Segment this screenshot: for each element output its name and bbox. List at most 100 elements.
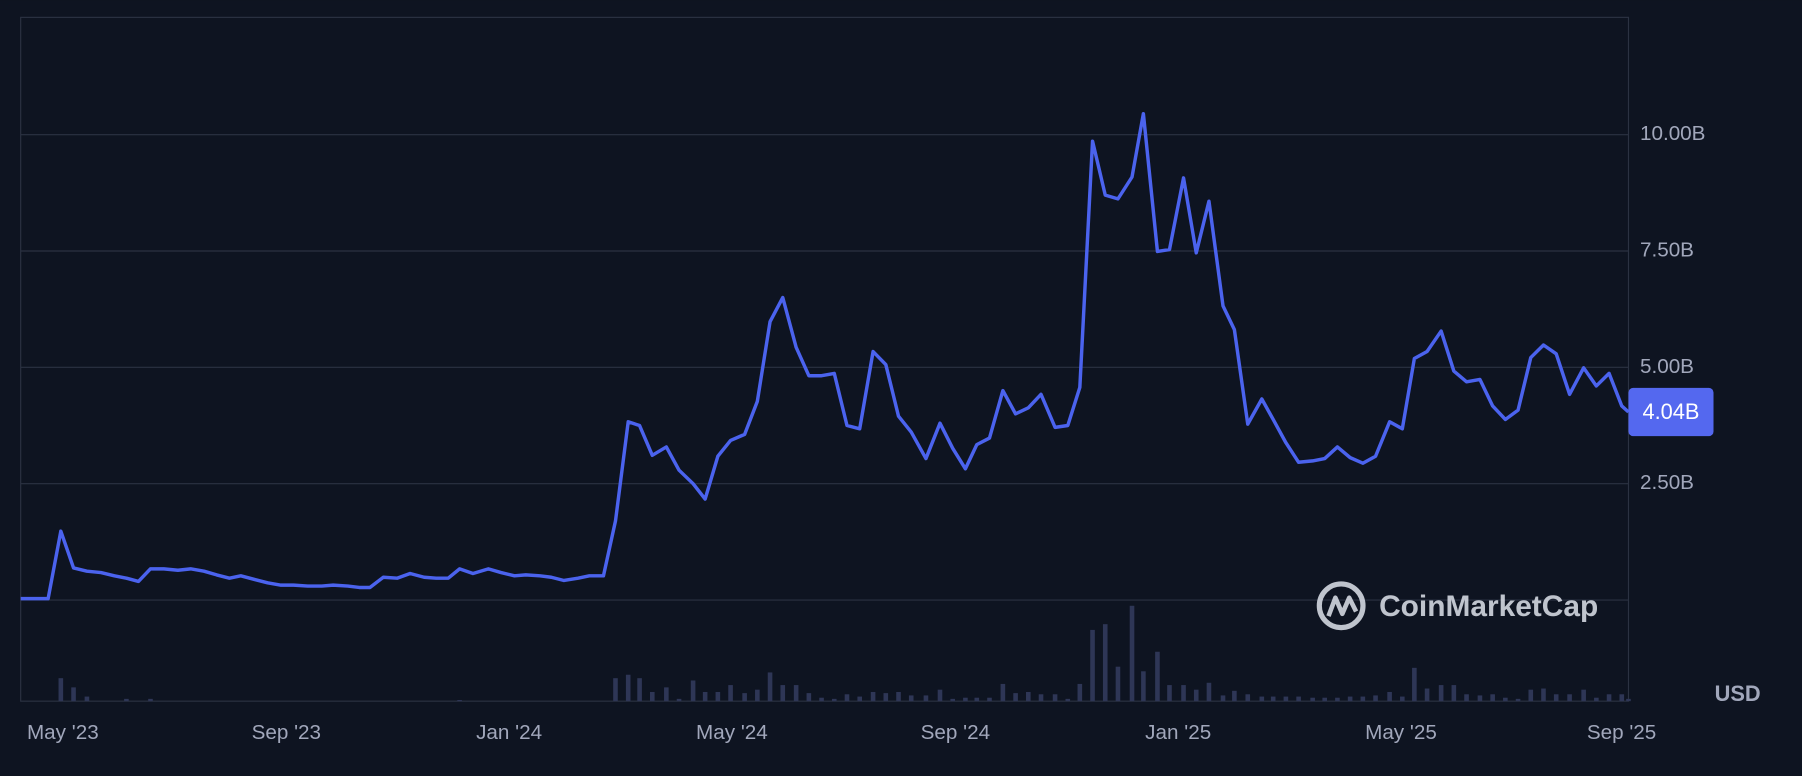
volume-bar: [1412, 667, 1417, 702]
y-tick-label: 7.50B: [1640, 238, 1694, 261]
volume-bar: [806, 693, 812, 702]
x-tick-label: Jan '24: [476, 721, 542, 744]
volume-bar: [649, 691, 655, 702]
volume-bar: [870, 691, 876, 702]
volume-bar: [84, 696, 90, 702]
volume-bar: [676, 698, 682, 702]
volume-bar: [148, 698, 153, 702]
volume-bar: [1451, 685, 1457, 702]
last-value-badge: [1628, 387, 1714, 437]
volume-bar: [1503, 697, 1508, 702]
volume-bar: [1038, 694, 1044, 702]
volume-bar: [780, 685, 786, 702]
volume-bar: [1141, 671, 1146, 702]
logo-mark: [1326, 595, 1359, 617]
y-tick-label: 5.00B: [1640, 355, 1694, 378]
x-tick-label: Sep '24: [921, 721, 990, 744]
logo-icon: [1316, 581, 1366, 631]
price-line: [20, 111, 1630, 601]
volume-bar: [1400, 696, 1405, 702]
volume-bar: [987, 697, 992, 702]
volume-bar: [1296, 696, 1301, 702]
volume-bar: [1232, 690, 1237, 702]
volume-bar: [702, 691, 708, 702]
volume-bar: [124, 698, 129, 702]
volume-bar: [1193, 689, 1199, 702]
volume-bar: [1206, 682, 1212, 702]
volume-bar: [1490, 694, 1495, 702]
volume-bar: [1245, 694, 1251, 702]
volume-bar: [1000, 683, 1006, 702]
volume-bar: [908, 695, 914, 702]
volume-bar: [1052, 694, 1058, 702]
x-tick-label: May '25: [1365, 721, 1437, 744]
volume-bar: [1115, 666, 1121, 702]
volume-bar: [1528, 689, 1534, 702]
volume-bar: [1581, 689, 1586, 702]
volume-bar: [1335, 697, 1340, 702]
volume-bar: [831, 698, 837, 702]
volume-bar: [767, 672, 773, 702]
volume-bar: [1283, 696, 1289, 702]
y-tick-label: 10.00B: [1640, 122, 1706, 145]
volume-bar: [1065, 698, 1071, 702]
x-tick-label: May '24: [696, 721, 768, 744]
volume-bar: [923, 695, 929, 702]
x-tick-label: Sep '25: [1587, 721, 1656, 744]
volume-bar: [71, 687, 76, 702]
volume-bar: [1594, 697, 1599, 702]
volume-bar: [1220, 695, 1226, 702]
watermark: CoinMarketCap: [1316, 581, 1598, 631]
volume-bar: [1553, 694, 1559, 702]
volume-bar: [1387, 691, 1392, 702]
volume-bar: [1464, 694, 1469, 702]
volume-bar: [1129, 605, 1135, 702]
volume-bar: [857, 696, 863, 702]
volume-bar: [742, 693, 747, 702]
volume-bar: [963, 697, 968, 702]
volume-bar: [1541, 688, 1546, 702]
y-tick-label: 2.50B: [1640, 471, 1694, 494]
volume-bar: [1322, 697, 1328, 702]
volume-bar: [1102, 624, 1108, 702]
volume-bar: [896, 691, 901, 702]
last-value-label: 4.04B: [1642, 399, 1699, 424]
volume-bar: [1626, 698, 1631, 702]
volume-bar: [1477, 695, 1483, 702]
volume-bar: [664, 687, 669, 702]
volume-bar: [1167, 685, 1172, 702]
volume-bar: [1013, 693, 1018, 702]
volume-bar: [755, 689, 760, 702]
volume-bar: [1077, 683, 1083, 702]
volume-bar: [1181, 685, 1186, 702]
volume-bar: [1567, 694, 1572, 702]
volume-bar: [1270, 696, 1276, 702]
volume-bar: [793, 685, 799, 702]
volume-bar: [883, 693, 889, 702]
volume-bar: [1424, 688, 1430, 702]
volume-bar: [819, 697, 824, 702]
volume-bar: [1373, 695, 1378, 702]
volume-bar: [1515, 698, 1521, 702]
volume-bar: [728, 685, 733, 702]
volume-bar: [637, 678, 642, 702]
volume-bar: [1360, 696, 1366, 702]
x-tick-label: May '23: [27, 721, 99, 744]
volume-bar: [1310, 697, 1315, 702]
volume-bar: [974, 697, 980, 702]
plot-frame: [20, 16, 1630, 702]
volume-bar: [1259, 696, 1265, 702]
volume-bar: [844, 694, 850, 702]
volume-bar: [1606, 694, 1612, 702]
x-tick-label: Jan '25: [1145, 721, 1211, 744]
volume-bar: [1026, 691, 1031, 702]
volume-bar: [715, 691, 721, 702]
volume-bar: [613, 678, 618, 702]
volume-bar: [457, 700, 462, 702]
volume-bar: [1619, 694, 1625, 702]
currency-label: USD: [1715, 681, 1761, 706]
watermark-text: CoinMarketCap: [1379, 590, 1598, 623]
